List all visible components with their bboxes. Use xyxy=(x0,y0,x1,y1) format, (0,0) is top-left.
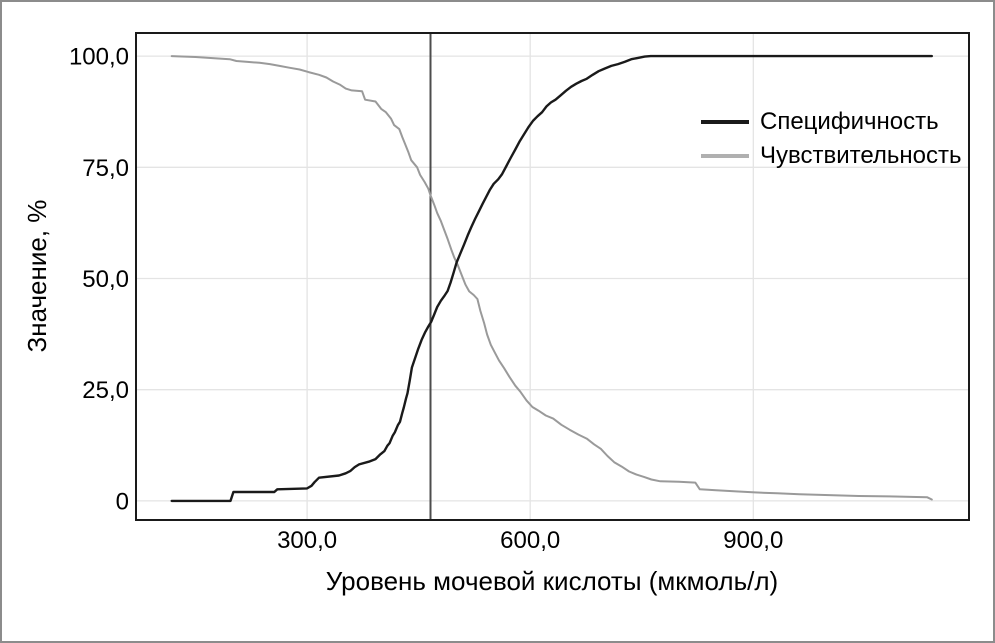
sensitivity-curve xyxy=(170,55,933,501)
specificity-curve xyxy=(170,54,933,503)
plot-border xyxy=(135,32,970,521)
x-tick-label: 300,0 xyxy=(277,527,337,554)
legend: Специфичность Чувствительность xyxy=(701,105,962,173)
sensitivity-line-swatch xyxy=(701,154,749,158)
y-tick-label: 50,0 xyxy=(82,266,129,293)
legend-row-specificity: Специфичность xyxy=(701,105,962,139)
legend-label-specificity: Специфичность xyxy=(760,108,939,135)
y-tick-label: 0 xyxy=(116,488,129,515)
y-tick-labels: 0 25,0 50,0 75,0 100,0 xyxy=(69,44,129,516)
legend-row-sensitivity: Чувствительность xyxy=(701,139,962,173)
y-tick-label: 75,0 xyxy=(82,155,129,182)
specificity-line-swatch xyxy=(701,120,749,124)
x-tick-label: 900,0 xyxy=(723,527,783,554)
x-tick-label: 600,0 xyxy=(500,527,560,554)
y-axis-title: Значение, % xyxy=(22,200,52,353)
y-tick-label: 25,0 xyxy=(82,377,129,404)
legend-label-sensitivity: Чувствительность xyxy=(760,142,962,169)
gridlines xyxy=(136,33,969,520)
x-axis-title: Уровень мочевой кислоты (мкмоль/л) xyxy=(326,566,778,596)
y-tick-label: 100,0 xyxy=(69,44,129,71)
x-tick-labels: 300,0 600,0 900,0 xyxy=(277,527,783,554)
